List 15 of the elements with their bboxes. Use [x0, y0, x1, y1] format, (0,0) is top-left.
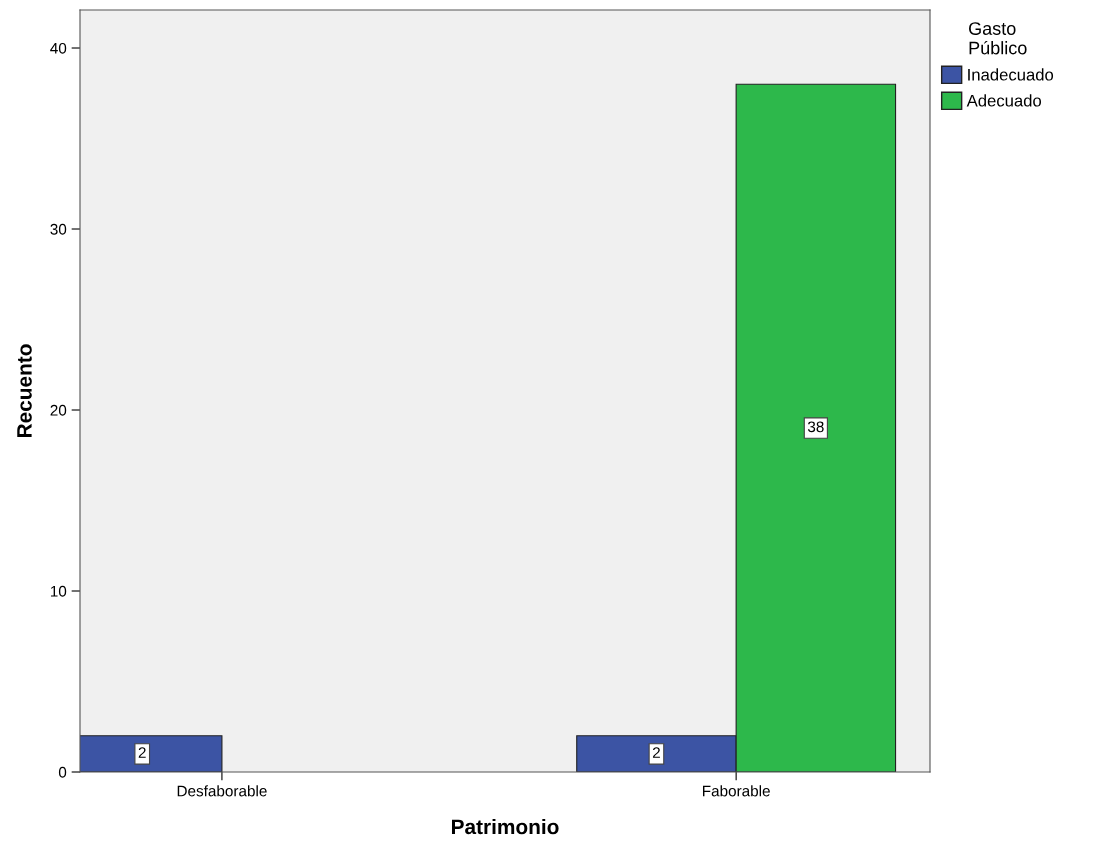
legend-label: Adecuado [966, 94, 1042, 107]
y-tick-label: 40 [50, 42, 67, 54]
y-tick-label: 20 [50, 404, 67, 416]
data-label: 38 [807, 421, 824, 433]
data-label: 2 [652, 747, 660, 758]
x-tick-label: Desfaborable [177, 785, 267, 797]
x-tick-label: Faborable [703, 785, 770, 797]
data-label: 2 [138, 747, 146, 758]
x-axis-title: Patrimonio [451, 818, 559, 835]
y-tick-label: 30 [50, 223, 67, 235]
y-tick-label: 0 [58, 766, 67, 778]
legend-title: Gasto Público [969, 22, 1027, 55]
legend-label: Inadecuado [968, 68, 1054, 81]
y-tick-label: 10 [50, 585, 67, 597]
y-axis-title: Recuento [17, 344, 32, 438]
